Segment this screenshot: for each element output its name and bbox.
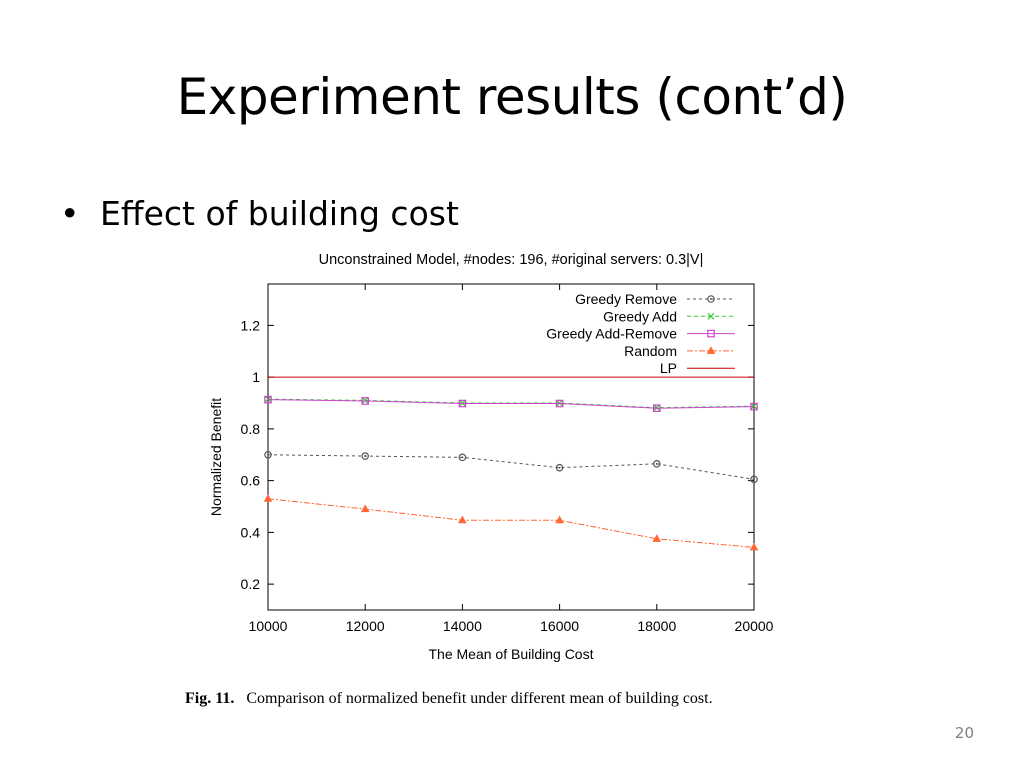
data-point-random [555, 515, 564, 524]
data-point-greedy-remove [555, 463, 564, 472]
data-point-greedy-add-remove [750, 402, 758, 411]
x-tick-label: 20000 [735, 618, 774, 634]
data-point-greedy-add-remove [458, 399, 467, 408]
legend-label-greedy-add: Greedy Add [603, 308, 677, 324]
data-point-greedy-add [653, 404, 661, 412]
bullet-marker: • [60, 194, 80, 233]
data-point-greedy-add [361, 397, 369, 404]
data-point-greedy-remove-center [267, 453, 269, 456]
x-tick-label: 12000 [346, 618, 385, 634]
data-point-greedy-add-remove [361, 397, 370, 405]
figure-caption: Fig. 11. Comparison of normalized benefit… [185, 688, 713, 710]
data-point-random [458, 515, 467, 524]
data-point-greedy-remove-center [364, 455, 367, 458]
data-point-random [263, 494, 273, 502]
y-tick-label: 0.2 [241, 576, 261, 592]
data-point-greedy-remove [750, 475, 758, 484]
y-tick-label: 0.6 [241, 473, 261, 489]
y-tick-label: 1 [252, 369, 260, 385]
data-point-greedy-add [458, 399, 466, 407]
legend-label-greedy-add-remove: Greedy Add-Remove [546, 326, 677, 342]
legend-label-greedy-remove: Greedy Remove [575, 291, 677, 307]
x-axis-label: The Mean of Building Cost [429, 646, 594, 662]
legend-marker-greedy-add-remove [707, 329, 715, 338]
bullet-text: Effect of building cost [100, 194, 459, 233]
x-tick-label: 10000 [249, 618, 288, 634]
data-point-greedy-remove [652, 460, 661, 468]
data-point-greedy-remove-center [753, 478, 755, 481]
y-tick-label: 0.4 [241, 524, 261, 540]
x-tick-label: 18000 [637, 618, 676, 634]
figure-caption-text: Comparison of normalized benefit under d… [246, 690, 713, 707]
series-line-greedy-remove [267, 454, 755, 480]
y-tick-label: 1.2 [241, 317, 261, 333]
legend-label-random: Random [624, 343, 677, 359]
data-point-random [749, 542, 759, 551]
chart-title: Unconstrained Model, #nodes: 196, #origi… [319, 252, 704, 268]
data-point-greedy-add [556, 399, 564, 407]
series-line-random [267, 498, 755, 548]
page-number: 20 [954, 724, 974, 742]
legend-marker-greedy-add [707, 312, 715, 320]
data-point-greedy-add-remove [652, 404, 661, 412]
data-point-greedy-remove [264, 450, 272, 459]
y-axis-label: Normalized Benefit [208, 398, 224, 516]
bullet-item: • Effect of building cost [60, 190, 459, 238]
series-line-greedy-add-remove [267, 399, 755, 409]
data-point-greedy-remove-center [558, 466, 561, 469]
data-point-random [360, 504, 370, 513]
data-point-greedy-remove [458, 453, 467, 462]
y-tick-label: 0.8 [241, 421, 261, 437]
legend-marker-greedy-remove-center [710, 298, 712, 300]
slide-title: Experiment results (cont’d) [176, 68, 848, 126]
data-point-greedy-add [750, 402, 758, 410]
x-tick-label: 14000 [443, 618, 482, 634]
plot-frame [267, 283, 755, 611]
legend-marker-greedy-remove [707, 295, 715, 303]
data-point-greedy-add-remove [555, 399, 564, 408]
figure-label: Fig. 11. [185, 690, 235, 707]
data-point-greedy-add [264, 395, 272, 403]
legend-marker-random [706, 346, 716, 354]
data-point-greedy-remove-center [461, 456, 464, 459]
data-point-random [652, 534, 662, 542]
data-point-greedy-remove-center [655, 462, 658, 465]
x-tick-label: 16000 [540, 618, 579, 634]
data-point-greedy-remove [361, 452, 370, 460]
legend-label-lp: LP [660, 360, 677, 376]
data-point-greedy-add-remove [264, 395, 272, 404]
